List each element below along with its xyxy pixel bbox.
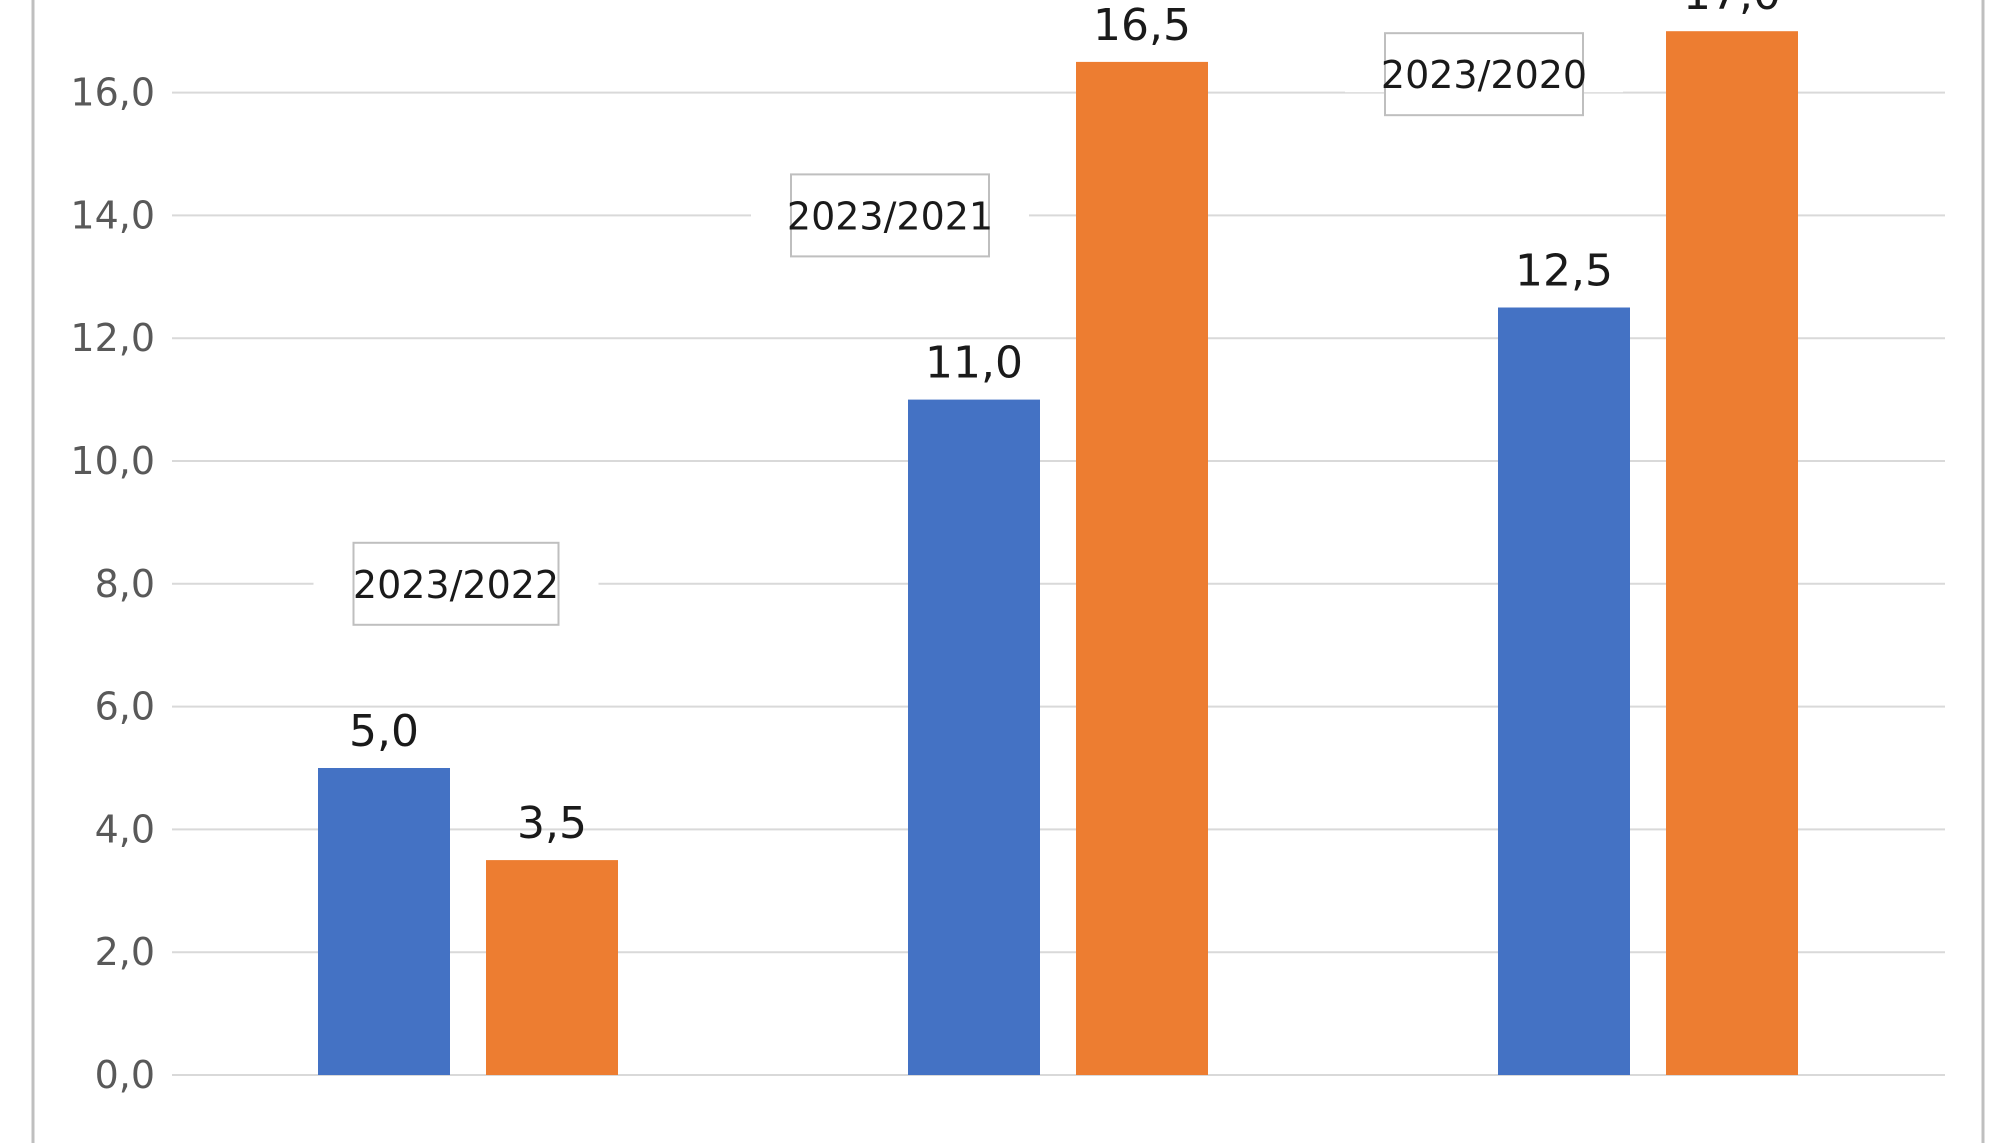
data-label: 17,0	[1683, 0, 1781, 20]
data-label: 11,0	[925, 338, 1023, 389]
data-label: 12,5	[1515, 246, 1613, 297]
y-tick-label: 4,0	[95, 807, 155, 851]
category-annotation-box	[352, 541, 560, 626]
bar-series-1-1	[318, 768, 450, 1075]
chart-border	[31, 0, 1985, 1143]
gridlines	[172, 91, 1945, 1076]
y-tick-label: 6,0	[95, 685, 155, 729]
category-label: 2023/2021	[787, 194, 993, 238]
y-tick-label: 8,0	[95, 562, 155, 606]
y-tick-label: 12,0	[70, 316, 155, 360]
bars	[318, 31, 1798, 1076]
data-labels: 5,0 3,5 11,0 16,5 12,5 17,0	[349, 0, 1781, 849]
bar-series-1-3	[1498, 307, 1630, 1075]
category-label: 2023/2020	[1381, 53, 1587, 97]
bar-series-2-2	[1076, 61, 1208, 1075]
bar-series-2-1	[486, 860, 618, 1075]
chart-frame	[31, 0, 1985, 1143]
category-annotation-box	[790, 173, 990, 258]
y-tick-label: 14,0	[70, 193, 155, 237]
bar-series-2-3	[1666, 31, 1798, 1076]
category-annotation-box	[1384, 32, 1584, 117]
y-tick-label: 2,0	[95, 930, 155, 974]
data-label: 5,0	[349, 706, 419, 757]
data-label: 16,5	[1093, 0, 1191, 51]
y-tick-label: 16,0	[70, 71, 155, 115]
data-label: 3,5	[517, 798, 587, 849]
y-tick-label: 10,0	[70, 439, 155, 483]
category-annotations: 2023/2022 2023/2021 2023/2020	[313, 32, 1623, 626]
y-axis-tick-labels: 0,0 2,0 4,0 6,0 8,0 10,0 12,0 14,0 16,0	[70, 71, 155, 1097]
bar-series-1-2	[908, 399, 1040, 1076]
category-label: 2023/2022	[353, 563, 559, 607]
y-tick-label: 0,0	[95, 1053, 155, 1097]
